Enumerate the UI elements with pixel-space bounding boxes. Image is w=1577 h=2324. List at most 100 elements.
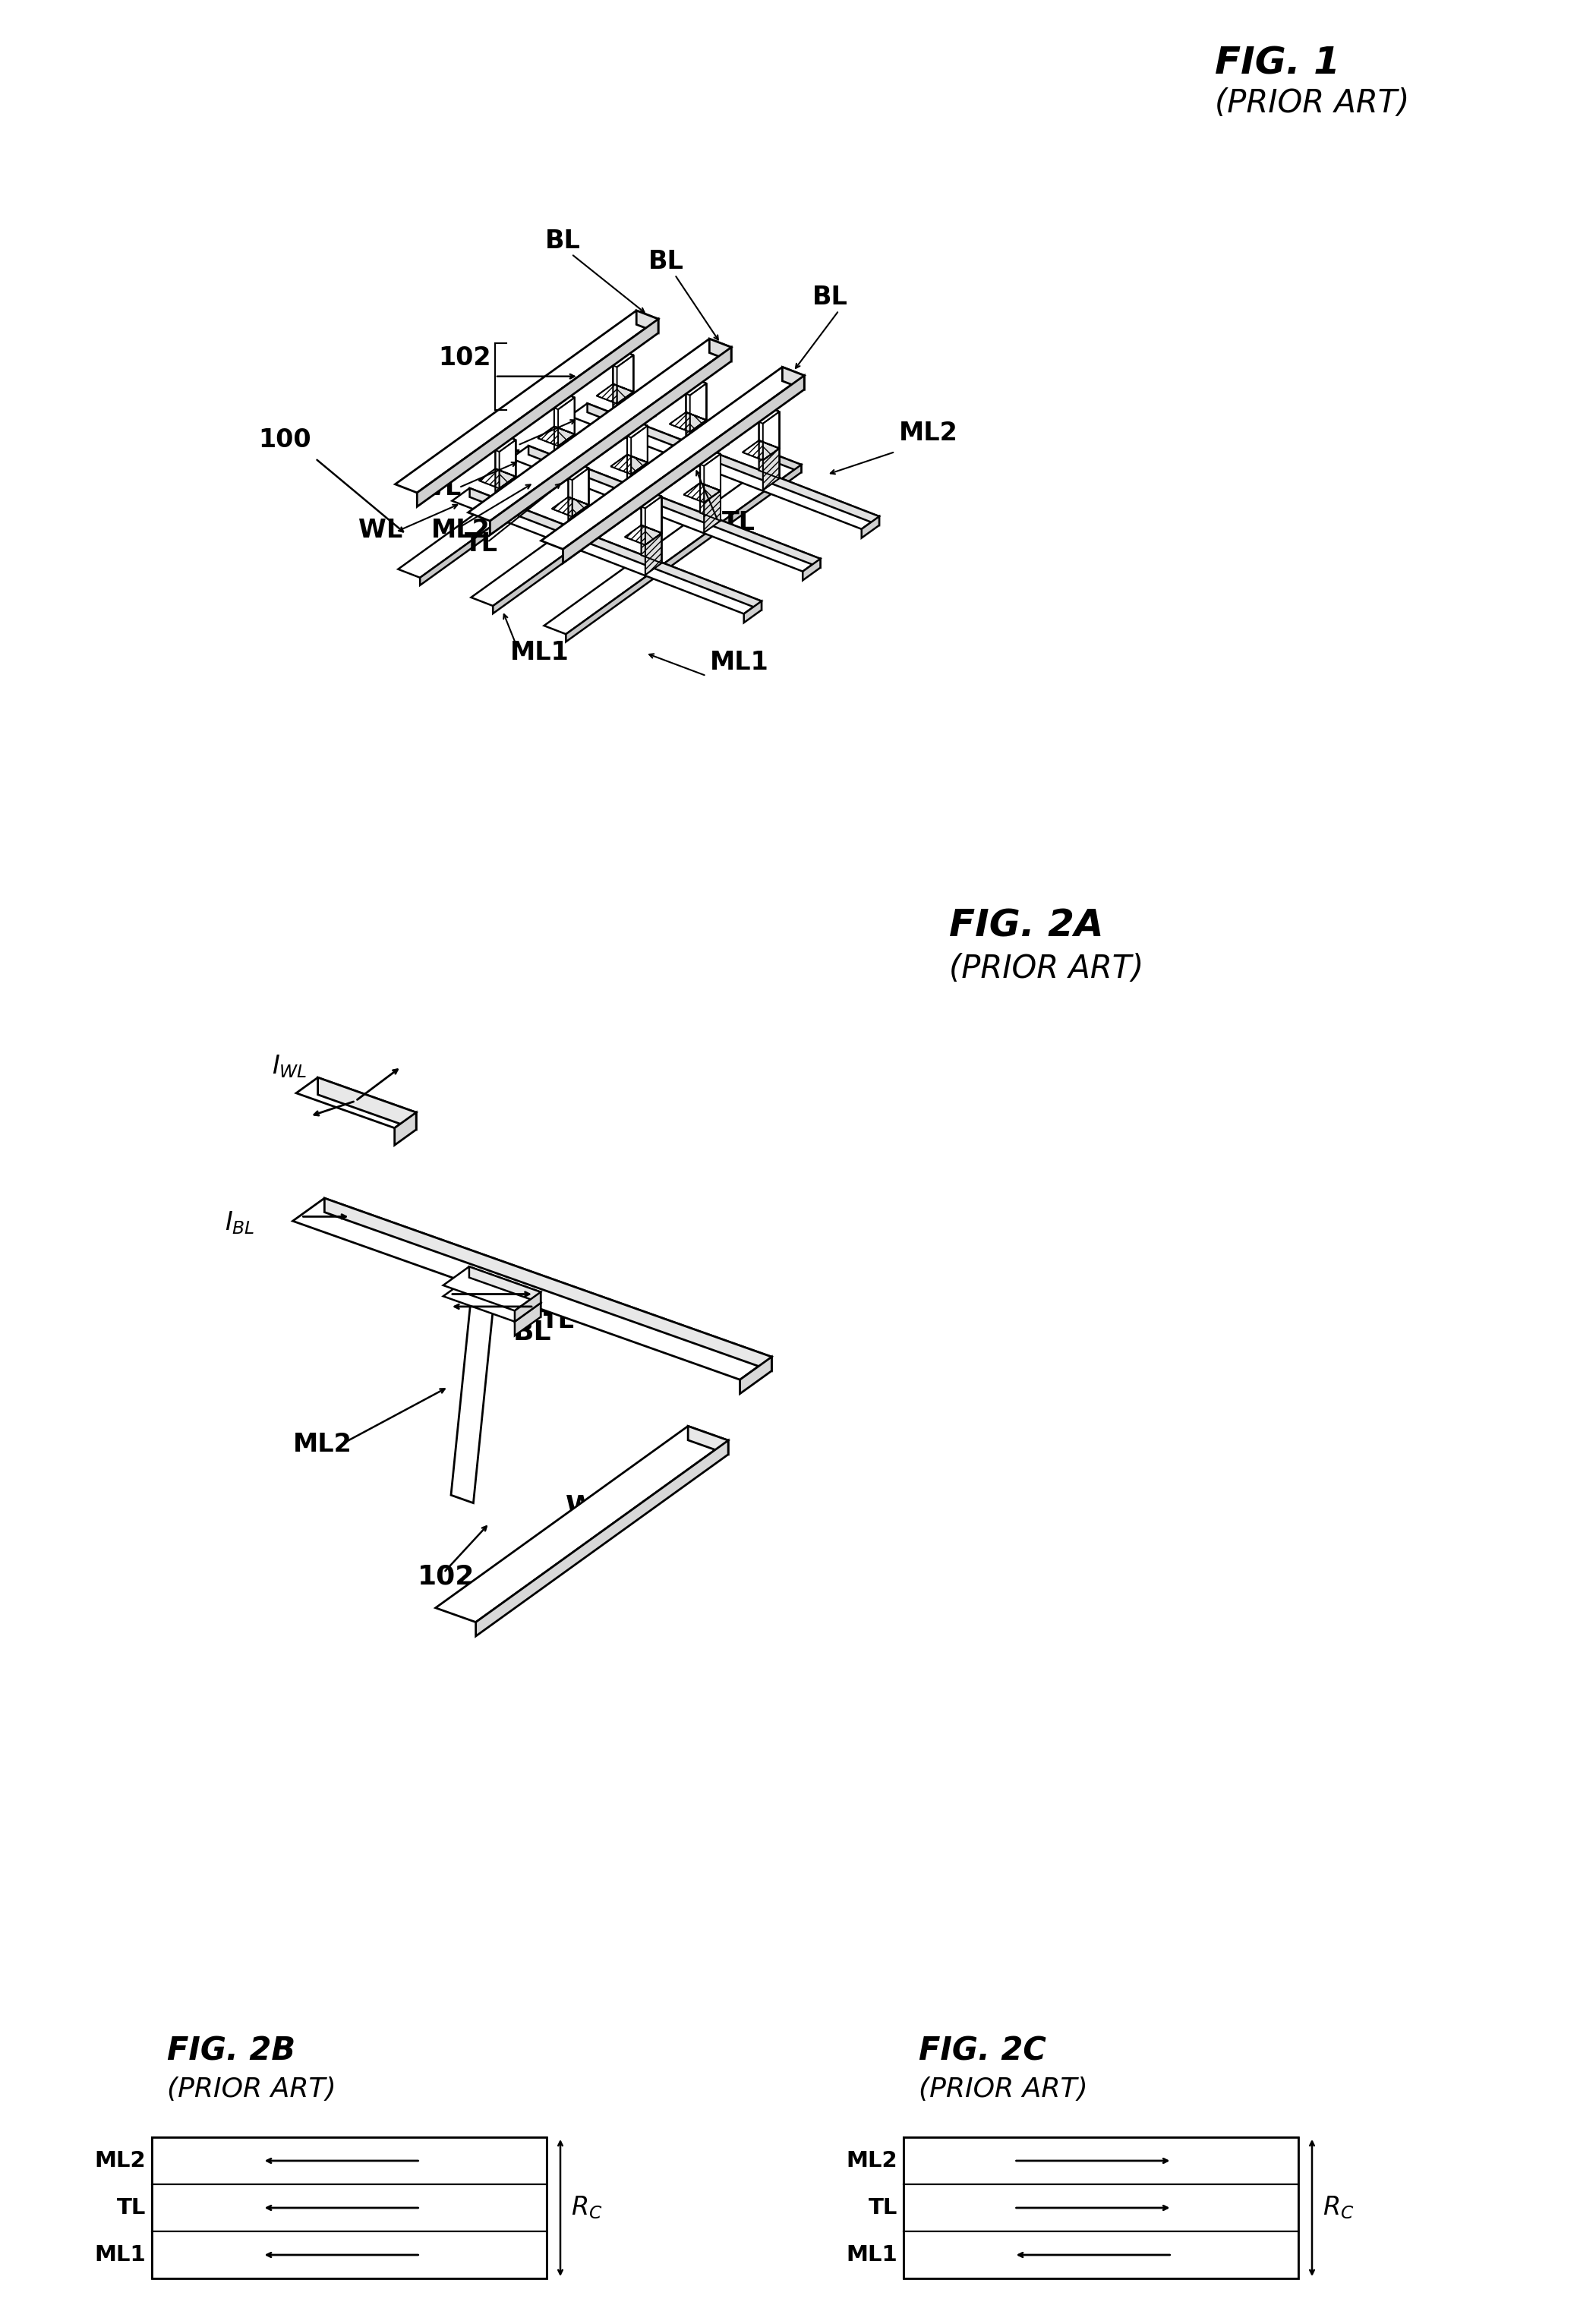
- Polygon shape: [763, 449, 779, 490]
- Polygon shape: [610, 456, 648, 474]
- Polygon shape: [688, 1427, 729, 1455]
- Bar: [904, 2231, 1298, 2278]
- Polygon shape: [479, 432, 516, 451]
- Text: $I_{WL}$: $I_{WL}$: [271, 1053, 308, 1081]
- Text: ML1: ML1: [95, 2245, 145, 2266]
- Polygon shape: [538, 390, 574, 409]
- Polygon shape: [744, 602, 762, 623]
- Polygon shape: [610, 418, 648, 437]
- Polygon shape: [700, 483, 721, 521]
- Polygon shape: [596, 346, 634, 367]
- Text: BL: BL: [648, 249, 684, 274]
- Polygon shape: [572, 504, 588, 546]
- Text: ML1: ML1: [541, 1297, 601, 1320]
- Polygon shape: [861, 516, 880, 537]
- Polygon shape: [511, 446, 820, 572]
- Polygon shape: [624, 525, 662, 544]
- Text: $I_{BL}$: $I_{BL}$: [226, 1208, 255, 1236]
- Polygon shape: [703, 490, 721, 532]
- Polygon shape: [642, 488, 662, 532]
- Text: ML2: ML2: [899, 421, 957, 446]
- Polygon shape: [628, 418, 648, 462]
- Polygon shape: [293, 1199, 771, 1380]
- Polygon shape: [470, 1267, 541, 1304]
- Text: ML2: ML2: [431, 518, 490, 544]
- Polygon shape: [468, 339, 732, 521]
- Polygon shape: [637, 311, 658, 332]
- Polygon shape: [686, 376, 706, 421]
- Text: BL: BL: [546, 228, 580, 253]
- Text: (PRIOR ART): (PRIOR ART): [949, 953, 1143, 985]
- Polygon shape: [544, 456, 801, 634]
- Bar: [151, 2185, 547, 2231]
- Polygon shape: [691, 383, 706, 432]
- Polygon shape: [453, 488, 762, 614]
- Polygon shape: [610, 418, 648, 437]
- Text: WL: WL: [418, 476, 462, 500]
- Polygon shape: [528, 446, 820, 567]
- Polygon shape: [538, 390, 574, 409]
- Polygon shape: [554, 390, 574, 435]
- Polygon shape: [479, 432, 516, 451]
- Text: (PRIOR ART): (PRIOR ART): [1214, 88, 1410, 119]
- Polygon shape: [624, 488, 662, 509]
- Polygon shape: [759, 404, 779, 449]
- Polygon shape: [397, 400, 656, 579]
- Polygon shape: [476, 1441, 729, 1636]
- Polygon shape: [470, 1278, 541, 1318]
- Polygon shape: [763, 411, 779, 460]
- Polygon shape: [443, 1267, 541, 1311]
- Polygon shape: [500, 476, 516, 518]
- Text: 102: 102: [438, 346, 490, 370]
- Polygon shape: [569, 404, 880, 530]
- Polygon shape: [740, 1357, 771, 1394]
- Polygon shape: [710, 339, 732, 360]
- Polygon shape: [613, 346, 634, 393]
- Polygon shape: [514, 1292, 541, 1322]
- Polygon shape: [394, 1113, 416, 1146]
- Polygon shape: [552, 497, 588, 516]
- Polygon shape: [631, 425, 648, 474]
- Polygon shape: [628, 418, 648, 462]
- Text: WL: WL: [476, 432, 520, 458]
- Polygon shape: [645, 532, 662, 574]
- Polygon shape: [700, 446, 721, 490]
- Polygon shape: [642, 488, 662, 532]
- Bar: [904, 2185, 1298, 2231]
- Polygon shape: [552, 460, 588, 481]
- Polygon shape: [494, 437, 729, 614]
- Text: ML1: ML1: [845, 2245, 897, 2266]
- Polygon shape: [634, 400, 656, 416]
- Polygon shape: [700, 446, 721, 490]
- Polygon shape: [514, 1304, 541, 1336]
- Polygon shape: [419, 409, 656, 586]
- Polygon shape: [490, 346, 732, 535]
- Polygon shape: [572, 467, 588, 516]
- Polygon shape: [443, 1278, 541, 1322]
- Polygon shape: [779, 456, 801, 472]
- Polygon shape: [435, 1427, 729, 1622]
- Polygon shape: [552, 460, 588, 481]
- Text: ML2: ML2: [293, 1432, 352, 1457]
- Polygon shape: [617, 393, 634, 435]
- Text: ML1: ML1: [509, 641, 569, 665]
- Text: TL: TL: [465, 532, 498, 558]
- Text: (PRIOR ART): (PRIOR ART): [919, 2075, 1088, 2103]
- Polygon shape: [319, 1078, 416, 1129]
- Text: (PRIOR ART): (PRIOR ART): [167, 2075, 336, 2103]
- Polygon shape: [759, 442, 779, 479]
- Text: 100: 100: [259, 428, 311, 453]
- Polygon shape: [554, 390, 574, 435]
- Polygon shape: [538, 425, 574, 446]
- Text: $R_C$: $R_C$: [1323, 2194, 1355, 2222]
- Polygon shape: [628, 456, 648, 493]
- Text: BL: BL: [513, 1320, 552, 1346]
- Polygon shape: [670, 376, 706, 395]
- Bar: [151, 2231, 547, 2278]
- Polygon shape: [568, 497, 588, 535]
- Polygon shape: [296, 1078, 416, 1127]
- Polygon shape: [495, 432, 516, 476]
- Text: TL: TL: [541, 1308, 574, 1334]
- Bar: [904, 2138, 1298, 2278]
- Polygon shape: [568, 460, 588, 504]
